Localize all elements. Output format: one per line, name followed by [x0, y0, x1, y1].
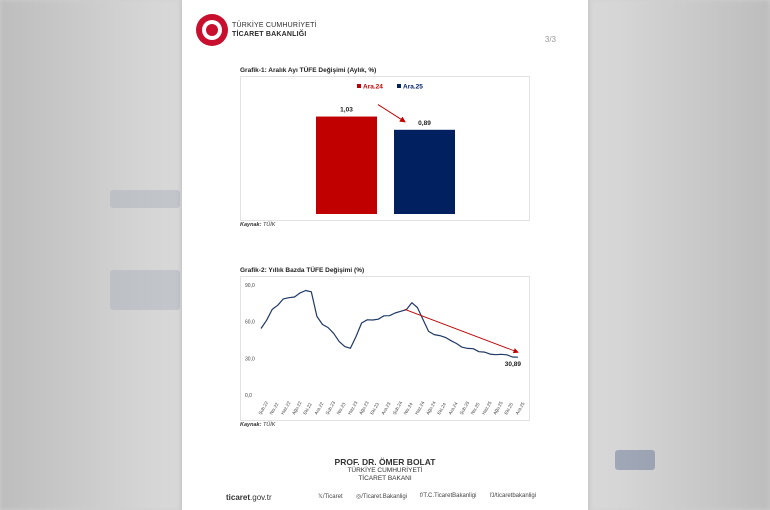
signature-line2: TİCARET BAKANI	[358, 475, 412, 482]
legend-entry: Ara.25	[403, 84, 423, 91]
social-handle: /T.C.TicaretBakanligi	[421, 493, 477, 499]
source-value: TÜİK	[262, 222, 276, 228]
x-tick-label: Haz.22	[280, 400, 292, 415]
signature-line1: TÜRKİYE CUMHURİYETİ	[347, 467, 423, 474]
source-value: TÜİK	[262, 422, 276, 428]
instagram-icon: ◎	[356, 494, 362, 500]
x-tick-label: Şub.24	[392, 400, 404, 415]
chart2-frame: 0,0 30,0 60,0 90,0 Şub.22 Nis.22 Haz.22 Ağu.22 E…	[240, 276, 530, 421]
x-tick-label: Haz.25	[481, 400, 493, 415]
page-number: 3/3	[544, 35, 556, 44]
ministry-logo-icon	[196, 14, 228, 46]
data-label: 0,89	[418, 120, 431, 127]
source-label: Kaynak:	[240, 222, 262, 228]
x-tick-label: Haz.23	[347, 400, 359, 415]
x-tick-label: Haz.24	[414, 400, 426, 415]
x-tick-label: Şub.23	[325, 400, 337, 415]
chart1-svg: 1,03 0,89 Ara.24 Ara.25	[316, 84, 455, 214]
bar-Ara.24	[316, 116, 377, 214]
y-tick-label: 0,0	[245, 393, 252, 399]
document-page: TÜRKİYE CUMHURİYETİ TİCARET BAKANLIĞI 3/…	[182, 0, 588, 510]
legend-swatch	[397, 84, 401, 88]
x-tick-label: Şub.25	[459, 400, 471, 415]
y-tick-label: 90,0	[245, 283, 255, 289]
social-handle: /Ticaret	[322, 494, 343, 500]
series-line	[260, 289, 519, 358]
trend-arrow	[377, 104, 406, 123]
x-tick-label: Ağu.25	[492, 400, 504, 415]
end-value-label: 30,89	[505, 361, 522, 368]
x-tick-label: Ağu.22	[291, 400, 303, 415]
x-tick-label: Ağu.24	[425, 400, 437, 415]
x-tick-label: Ağu.23	[358, 400, 370, 415]
source-label: Kaynak:	[240, 422, 262, 428]
chart1-frame: 1,03 0,89 Ara.24 Ara.25	[240, 76, 530, 221]
website-rest: .gov.tr	[250, 493, 272, 502]
x-tick-label: Eki.25	[503, 402, 514, 416]
legend-entry: Ara.24	[363, 84, 383, 91]
data-label: 1,03	[340, 107, 353, 114]
org-name-line1: TÜRKİYE CUMHURİYETİ	[232, 22, 317, 29]
chart1-source: Kaynak: TÜİK	[240, 222, 275, 228]
x-tick-label: Ara.23	[380, 401, 391, 416]
chart2-title: Grafik-2: Yıllık Bazda TÜFE Değişimi (%)	[240, 267, 365, 274]
x-tick-label: Nis.25	[470, 401, 481, 415]
trend-arrow	[404, 308, 519, 354]
y-tick-label: 60,0	[245, 320, 255, 326]
social-facebook[interactable]: f/T.C.TicaretBakanligi	[420, 493, 476, 499]
website-bold: ticaret	[226, 493, 251, 502]
chart2-source: Kaynak: TÜİK	[240, 422, 275, 428]
social-nsosyal[interactable]: Ŋ/ticaretbakanligi	[490, 493, 536, 499]
x-tick-label: Şub.22	[258, 400, 270, 415]
nsosyal-icon: Ŋ	[490, 493, 495, 499]
org-name-line2: TİCARET BAKANLIĞI	[232, 31, 307, 38]
background-shape	[110, 190, 180, 208]
facebook-icon: f	[420, 493, 422, 499]
x-tick-label: Nis.23	[336, 401, 347, 415]
x-icon: 𝕏	[318, 494, 323, 500]
signature-name: PROF. DR. ÖMER BOLAT	[334, 457, 436, 467]
x-tick-label: Ara.25	[515, 401, 526, 416]
social-handle: /ticaretbakanligi	[494, 493, 537, 499]
footer-website[interactable]: ticaret.gov.tr	[226, 493, 272, 502]
social-handle: /Ticaret.Bakanligi	[361, 494, 408, 500]
x-tick-label: Eki.24	[436, 402, 447, 416]
x-tick-label: Nis.24	[403, 401, 414, 415]
social-x[interactable]: 𝕏/Ticaret	[318, 493, 343, 500]
legend-swatch	[357, 84, 361, 88]
bar-Ara.25	[394, 129, 455, 214]
x-tick-label: Nis.22	[269, 401, 280, 415]
social-instagram[interactable]: ◎/Ticaret.Bakanligi	[356, 493, 407, 500]
chart1-title: Grafik-1: Aralık Ayı TÜFE Değişimi (Aylı…	[240, 67, 377, 74]
x-tick-label: Ara.24	[447, 401, 458, 416]
background-shape	[615, 450, 655, 470]
x-tick-label: Eki.23	[369, 402, 380, 416]
x-tick-label: Eki.22	[302, 402, 313, 416]
background-shape	[110, 270, 180, 310]
y-tick-label: 30,0	[245, 356, 255, 362]
x-tick-label: Ara.22	[313, 401, 324, 416]
